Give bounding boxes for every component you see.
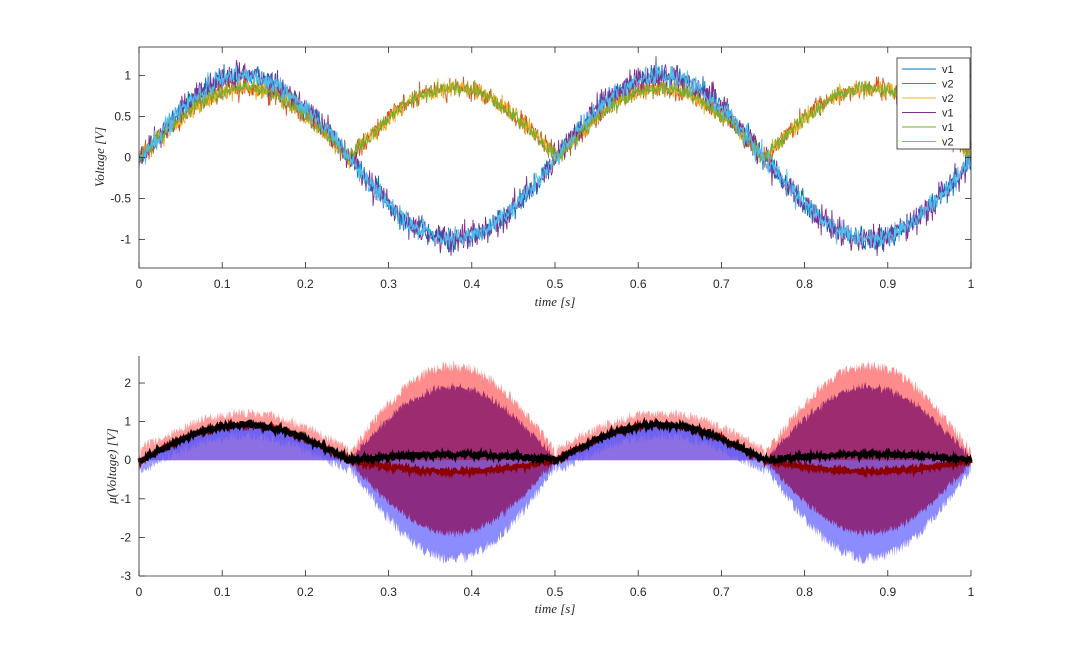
legend-label: v2 [942, 137, 954, 149]
top-x-tick-label: 0.4 [463, 277, 480, 291]
top-x-tick-label: 0.1 [214, 277, 231, 291]
top-y-ticks: -1 -0.5 0 0.5 1 [110, 69, 971, 246]
bottom-x-tick-label: 0.4 [463, 585, 480, 599]
top-y-tick-label: 1 [124, 69, 131, 83]
top-y-tick-label: -1 [120, 232, 131, 246]
bottom-x-axis-label: time [s] [535, 601, 576, 616]
bottom-x-ticks: 0 0.1 0.2 0.3 0.4 0.5 0.6 0.7 0.8 0.9 1 [136, 570, 975, 599]
bottom-y-tick-label: -2 [120, 530, 131, 544]
bottom-y-tick-label: 2 [124, 376, 131, 390]
top-x-tick-label: 0.5 [547, 277, 564, 291]
bottom-y-tick-label: -3 [120, 569, 131, 583]
black-mean-line [137, 416, 973, 468]
top-x-tick-label: 0.3 [380, 277, 397, 291]
top-x-tick-label: 0.6 [630, 277, 647, 291]
top-legend: v1 v2 v2 v1 v1 v2 [896, 57, 971, 150]
bottom-y-axis-label: μ(Voltage) [V] [104, 428, 119, 505]
top-x-tick-label: 0 [136, 277, 143, 291]
bottom-mu-axes: 0 0.1 0.2 0.3 0.4 0.5 0.6 0.7 0.8 0.9 1 -3-2-1012 … [104, 356, 975, 616]
top-y-axis-label: Voltage [V] [92, 127, 107, 187]
bottom-x-tick-label: 0.9 [879, 585, 896, 599]
top-x-tick-label: 1 [968, 277, 975, 291]
bottom-series-group [137, 360, 973, 565]
legend-items: v1 v2 v2 v1 v1 v2 [902, 64, 954, 149]
legend-label: v1 [942, 64, 954, 76]
legend-box [896, 57, 971, 150]
legend-label: v1 [942, 108, 954, 120]
bottom-x-tick-label: 0.6 [630, 585, 647, 599]
top-x-tick-label: 0.9 [879, 277, 896, 291]
top-voltage-axes: 0 0.1 0.2 0.3 0.4 0.5 0.6 0.7 0.8 0.9 1 -1 -0.5 0 0.5… [92, 46, 975, 309]
top-y-tick-label: 0 [124, 151, 131, 165]
series-line-5 [138, 79, 972, 164]
bottom-y-tick-label: 1 [124, 415, 131, 429]
series-line-6 [138, 63, 972, 251]
top-x-tick-label: 0.2 [297, 277, 314, 291]
bottom-y-ticks: -3 -2 -1 0 1 2 [120, 376, 145, 583]
bottom-x-tick-label: 0 [136, 585, 143, 599]
legend-label: v2 [942, 79, 954, 91]
top-x-axis-label: time [s] [535, 294, 576, 309]
top-x-tick-label: 0.7 [713, 277, 730, 291]
bottom-x-tick-label: 0.1 [214, 585, 231, 599]
top-y-tick-label: -0.5 [110, 191, 131, 205]
bottom-x-tick-label: 0.2 [297, 585, 314, 599]
bottom-x-tick-label: 0.3 [380, 585, 397, 599]
bottom-y-tick-label: -1 [120, 492, 131, 506]
top-series-group [138, 56, 972, 256]
legend-label: v2 [942, 93, 954, 105]
top-x-tick-label: 0.8 [796, 277, 813, 291]
legend-label: v1 [942, 122, 954, 134]
bottom-x-tick-label: 1 [968, 585, 975, 599]
bottom-x-tick-label: 0.7 [713, 585, 730, 599]
top-x-ticks: 0 0.1 0.2 0.3 0.4 0.5 0.6 0.7 0.8 0.9 1 [136, 47, 975, 291]
bottom-x-tick-label: 0.5 [547, 585, 564, 599]
bottom-x-tick-label: 0.8 [796, 585, 813, 599]
top-y-tick-label: 0.5 [114, 110, 131, 124]
bottom-y-tick-label: 0 [124, 453, 131, 467]
